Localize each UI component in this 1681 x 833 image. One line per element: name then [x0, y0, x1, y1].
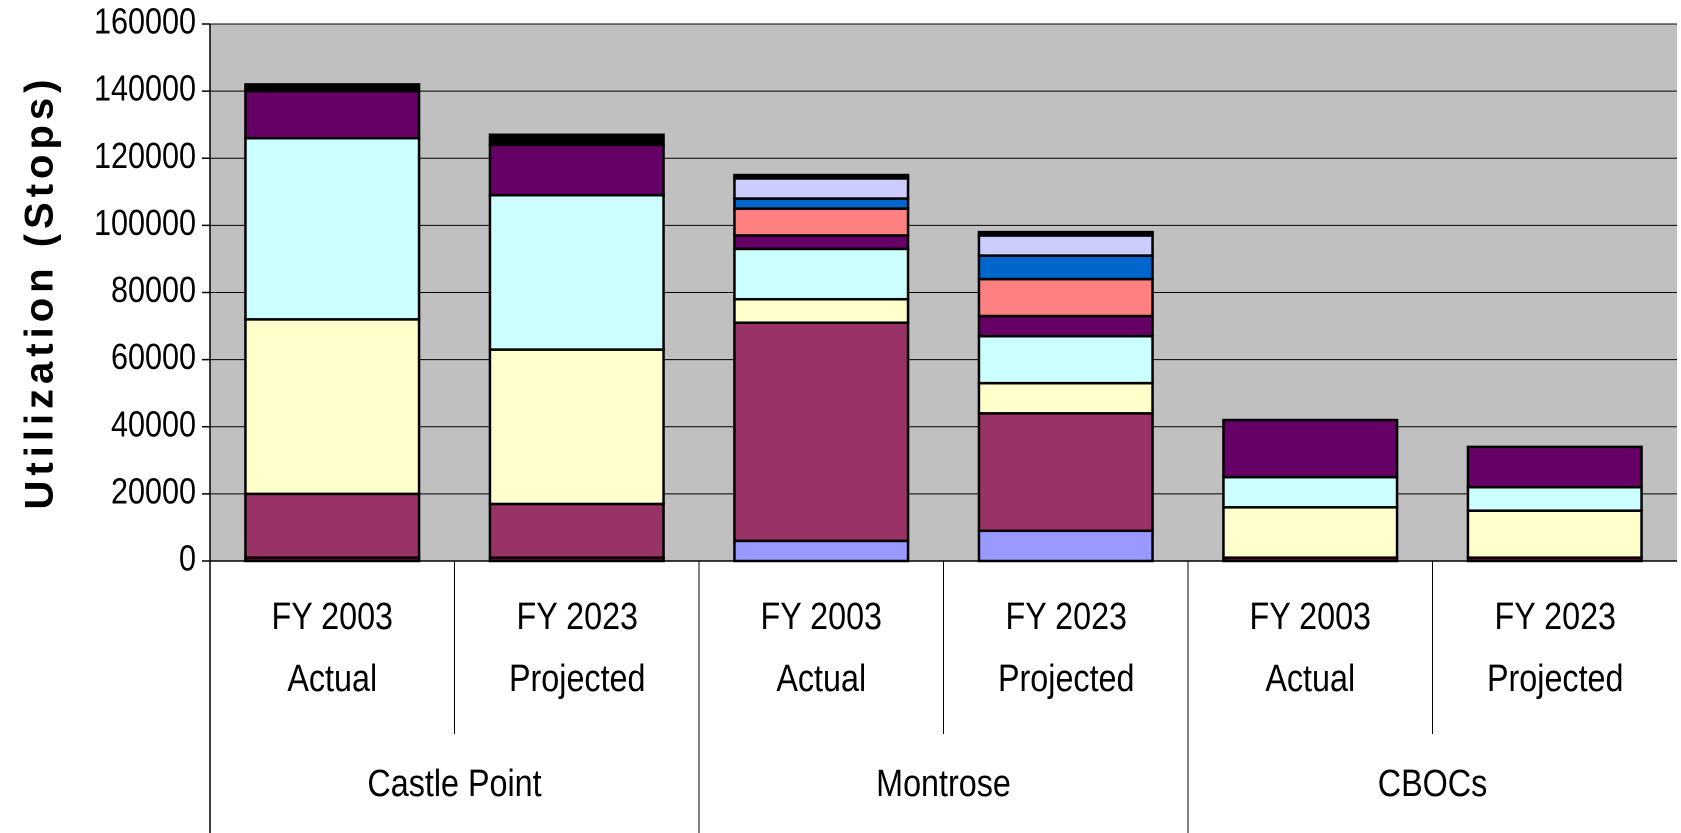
bar-segment — [244, 318, 421, 496]
bar-segment — [977, 529, 1154, 563]
bar-segment — [488, 193, 665, 351]
x-tick-label: FY 2003 Actual — [271, 595, 394, 700]
bar-segment — [733, 173, 910, 180]
bar-segment — [733, 234, 910, 251]
x-tick-label: FY 2003 Actual — [760, 595, 883, 700]
y-axis-title: Utilization (Stops) — [18, 75, 62, 510]
bar-segment — [488, 133, 665, 147]
bar-segment — [1222, 506, 1399, 559]
y-tick-label: 20000 — [111, 472, 196, 512]
group-label: Montrose — [876, 762, 1011, 805]
bar-segment — [733, 321, 910, 543]
y-tick-label: 80000 — [111, 271, 196, 311]
bar-segment — [488, 502, 665, 559]
y-tick-label: 100000 — [94, 204, 196, 244]
x-tick-label: FY 2023 Projected — [508, 595, 645, 700]
y-tick-label: 0 — [179, 539, 196, 579]
bar-segment — [733, 207, 910, 237]
x-tick-label: FY 2003 Actual — [1249, 595, 1372, 700]
bar-segment — [977, 230, 1154, 237]
bar-segment — [977, 381, 1154, 415]
bar-segment — [977, 277, 1154, 318]
bar-segment — [1466, 445, 1643, 489]
bar-segment — [733, 247, 910, 301]
bar-segment — [977, 412, 1154, 533]
y-tick-label: 40000 — [111, 405, 196, 445]
bar-segment — [733, 297, 910, 324]
bar-segment — [733, 177, 910, 200]
bar-segment — [977, 334, 1154, 385]
bar-segment — [1222, 418, 1399, 479]
bar-segment — [733, 197, 910, 210]
bar-segment — [244, 136, 421, 321]
y-tick-label: 120000 — [94, 137, 196, 177]
bar-segment — [244, 492, 421, 559]
bar-segment — [488, 348, 665, 506]
y-tick-label: 60000 — [111, 338, 196, 378]
bar-segment — [977, 254, 1154, 281]
bar-segment — [733, 539, 910, 563]
y-tick-label: 140000 — [94, 69, 196, 109]
bar-segment — [1466, 485, 1643, 512]
bar-segment — [1222, 475, 1399, 509]
x-tick-label: FY 2023 Projected — [997, 595, 1134, 700]
bar-segment — [244, 89, 421, 140]
group-label: Castle Point — [367, 762, 542, 805]
bar-segment — [244, 83, 421, 93]
bar-segment — [977, 314, 1154, 338]
bar-segment — [977, 234, 1154, 257]
x-tick-label: FY 2023 Projected — [1486, 595, 1623, 700]
bar-segment — [488, 143, 665, 197]
y-tick-label: 160000 — [94, 2, 196, 42]
bar-segment — [1466, 509, 1643, 559]
group-label: CBOCs — [1377, 762, 1488, 805]
